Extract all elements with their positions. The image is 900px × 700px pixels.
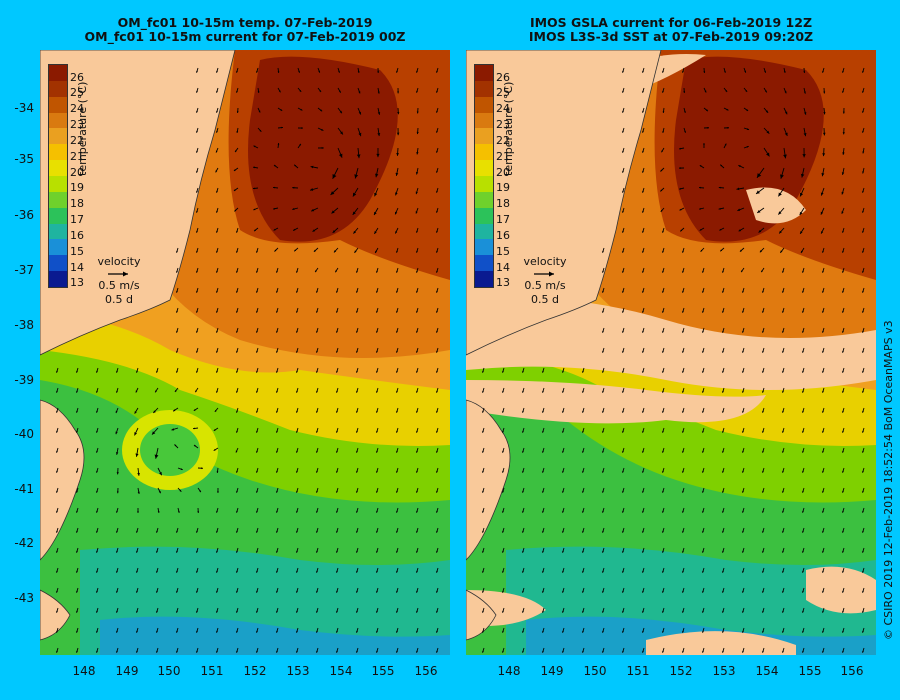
lon-label: 152 — [669, 664, 693, 678]
current-vectors — [482, 67, 865, 653]
colorbar — [48, 64, 68, 288]
colorbar-tick: 17 — [496, 213, 510, 226]
lon-label: 153 — [712, 664, 736, 678]
velocity-key-speed: 0.5 m/s — [524, 279, 566, 292]
velocity-key-duration: 0.5 d — [105, 293, 133, 306]
copyright-credit: © CSIRO 2019 12-Feb-2019 18:52:54 BoM Oc… — [882, 320, 895, 640]
velocity-key-label: velocity — [97, 255, 141, 268]
land-coastline — [40, 50, 236, 641]
colorbar-tick: 20 — [496, 166, 510, 179]
left-title-line1: OM_fc01 10-15m temp. 07-Feb-2019 — [117, 15, 373, 30]
current-vectors — [56, 67, 439, 653]
lon-label: 156 — [414, 664, 438, 678]
colorbar-label: temperature (°C) — [502, 81, 515, 176]
lon-label: 151 — [200, 664, 224, 678]
velocity-key-label: velocity — [523, 255, 567, 268]
colorbar-tick: 22 — [496, 134, 510, 147]
satellite-map-graphics — [466, 50, 876, 655]
lon-label: 149 — [115, 664, 139, 678]
right-title-line1: IMOS GSLA current for 06-Feb-2019 12Z — [529, 15, 813, 30]
model-temperature-map: 26 25 24 23 22 21 20 19 18 17 16 15 14 1… — [40, 50, 450, 655]
lat-label: -38 — [14, 318, 34, 332]
colorbar-tick: 24 — [496, 102, 510, 115]
colorbar-tick: 14 — [70, 261, 84, 274]
lon-label: 153 — [286, 664, 310, 678]
colorbar-tick: 15 — [496, 245, 510, 258]
velocity-key: velocity 0.5 m/s 0.5 d — [510, 255, 580, 307]
colorbar-tick: 18 — [70, 197, 84, 210]
left-title-line2: OM_fc01 10-15m current for 07-Feb-2019 0… — [84, 29, 406, 44]
colorbar-tick: 14 — [496, 261, 510, 274]
lon-label: 150 — [583, 664, 607, 678]
colorbar-tick: 13 — [70, 276, 84, 289]
colorbar-tick: 23 — [70, 118, 84, 131]
lat-label: -40 — [14, 427, 34, 441]
lon-label: 152 — [243, 664, 267, 678]
model-map-graphics — [40, 50, 450, 655]
colorbar-tick: 13 — [496, 276, 510, 289]
lon-label: 148 — [72, 664, 96, 678]
colorbar-tick: 19 — [496, 181, 510, 194]
colorbar-tick: 24 — [70, 102, 84, 115]
land-coastline — [466, 50, 662, 641]
lat-label: -41 — [14, 482, 34, 496]
lat-label: -39 — [14, 373, 34, 387]
colorbar-tick: 21 — [70, 150, 84, 163]
velocity-key-duration: 0.5 d — [531, 293, 559, 306]
colorbar-tick: 17 — [70, 213, 84, 226]
lon-label: 151 — [626, 664, 650, 678]
colorbar-tick: 22 — [70, 134, 84, 147]
right-title-line2: IMOS L3S-3d SST at 07-Feb-2019 09:20Z — [528, 29, 814, 44]
left-panel-title: OM_fc01 10-15m temp. 07-Feb-2019 OM_fc01… — [40, 16, 450, 44]
right-panel-title: IMOS GSLA current for 06-Feb-2019 12Z IM… — [466, 16, 876, 44]
colorbar-tick: 16 — [70, 229, 84, 242]
lat-label: -36 — [14, 208, 34, 222]
colorbar-tick: 16 — [496, 229, 510, 242]
colorbar-tick: 15 — [70, 245, 84, 258]
lat-label: -43 — [14, 591, 34, 605]
lon-label: 154 — [329, 664, 353, 678]
lat-label: -37 — [14, 263, 34, 277]
lon-label: 155 — [371, 664, 395, 678]
lon-label: 155 — [798, 664, 822, 678]
colorbar-tick: 26 — [496, 71, 510, 84]
velocity-key: velocity 0.5 m/s 0.5 d — [84, 255, 154, 307]
lat-label: -34 — [14, 101, 34, 115]
colorbar — [474, 64, 494, 288]
lat-label: -42 — [14, 536, 34, 550]
colorbar-tick: 21 — [496, 150, 510, 163]
lon-label: 149 — [540, 664, 564, 678]
satellite-sst-map: 26 25 24 23 22 21 20 19 18 17 16 15 14 1… — [466, 50, 876, 655]
colorbar-label: temperature (°C) — [76, 81, 89, 176]
lon-label: 154 — [755, 664, 779, 678]
colorbar-tick: 20 — [70, 166, 84, 179]
colorbar-tick: 25 — [496, 86, 510, 99]
colorbar-tick: 19 — [70, 181, 84, 194]
velocity-key-arrow-icon — [108, 271, 128, 277]
colorbar-tick: 18 — [496, 197, 510, 210]
lat-label: -35 — [14, 152, 34, 166]
velocity-key-arrow-icon — [534, 271, 554, 277]
colorbar-tick: 25 — [70, 86, 84, 99]
lon-label: 148 — [497, 664, 521, 678]
colorbar-tick: 26 — [70, 71, 84, 84]
sst-field — [40, 50, 450, 655]
colorbar-tick: 23 — [496, 118, 510, 131]
velocity-key-speed: 0.5 m/s — [98, 279, 140, 292]
lon-label: 156 — [840, 664, 864, 678]
lon-label: 150 — [157, 664, 181, 678]
